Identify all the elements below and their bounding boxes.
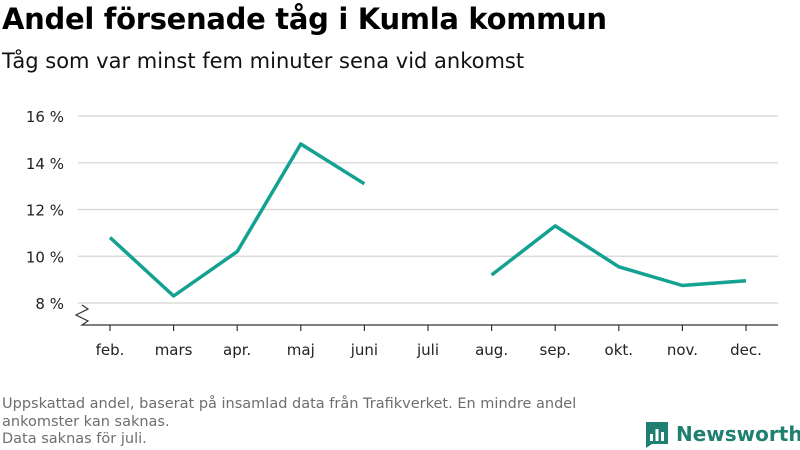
- series-line: [490, 224, 747, 288]
- x-tick-label: aug.: [475, 341, 508, 359]
- series-line: [108, 142, 366, 298]
- x-tick-label: nov.: [667, 341, 698, 359]
- x-tick-label: apr.: [223, 341, 251, 359]
- brand-logo: Newsworthy: [644, 418, 800, 450]
- footer-note-line: Uppskattad andel, baserat på insamlad da…: [2, 396, 577, 412]
- y-tick-label: 14 %: [26, 155, 64, 173]
- x-axis: feb. mars apr. maj juni juli aug. sep. okt. nov. d…: [74, 304, 778, 359]
- gridlines: [78, 115, 778, 304]
- y-tick-label: 16 %: [26, 108, 64, 126]
- footer-notes: Uppskattad andel, baserat på insamlad da…: [2, 396, 642, 449]
- x-tick-label: sep.: [540, 341, 571, 359]
- x-tick-label: mars: [155, 341, 193, 359]
- footer-note-line: ankomster kan saknas.: [2, 413, 170, 430]
- x-tick-label: feb.: [96, 341, 125, 359]
- x-tick-label: juni: [350, 341, 378, 359]
- line-chart: 8 % 10 % 12 % 14 % 16 % feb. mars apr. maj juni j…: [26, 108, 778, 359]
- x-tick-label: dec.: [730, 341, 762, 359]
- x-tick-label: juli: [416, 341, 439, 359]
- chart-subtitle: Tåg som var minst fem minuter sena vid a…: [2, 49, 525, 73]
- x-tick-label: maj: [287, 341, 315, 359]
- x-tick-label: okt.: [605, 341, 634, 359]
- y-tick-label: 12 %: [26, 202, 64, 220]
- footer-note-line: Data saknas för juli.: [2, 431, 147, 447]
- axis-break-mark: [74, 304, 90, 326]
- y-axis-tick-labels: 8 % 10 % 12 % 14 % 16 %: [26, 108, 64, 313]
- series-lines: [108, 142, 747, 298]
- y-tick-label: 10 %: [26, 248, 64, 266]
- chart-title: Andel försenade tåg i Kumla kommun: [2, 2, 607, 36]
- brand-name: Newsworthy: [676, 422, 800, 446]
- bar-chart-logo-icon: [646, 422, 668, 448]
- y-tick-label: 8 %: [35, 295, 64, 313]
